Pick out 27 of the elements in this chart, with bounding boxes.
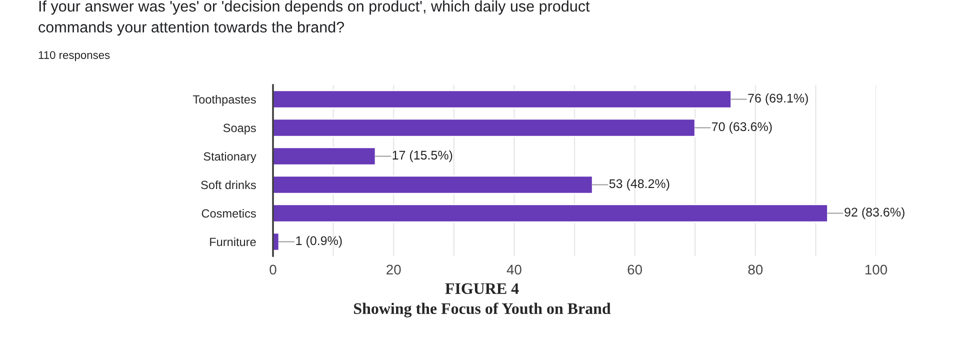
text: 110 responses xyxy=(38,51,110,62)
x-tick-label: 60 xyxy=(628,264,642,275)
chart-title: If your answer was 'yes' or 'decision depends on product', which daily use product commands your attention towards the brand? xyxy=(38,0,590,36)
y-tick-label: Soaps xyxy=(223,124,256,134)
caption: FIGURE 4 xyxy=(445,283,519,294)
x-tick-label: 20 xyxy=(386,264,401,275)
y-tick-label: Toothpastes xyxy=(192,94,256,106)
y-tick-label: Soft drinks xyxy=(201,180,256,190)
bar xyxy=(273,90,732,109)
text: Showing the Focus of Youth on Brand xyxy=(354,302,611,318)
data-label: 53 (48.2%) xyxy=(609,178,670,191)
x-tick-label: 80 xyxy=(748,264,763,275)
y-tick-label: Cosmetics xyxy=(202,208,256,218)
y-tick-label: Stationary xyxy=(204,152,256,163)
x-tick-label: 0 xyxy=(270,264,276,275)
x-tick-label: 100 xyxy=(865,264,888,275)
data-label: 1 (0.9%) xyxy=(296,236,342,248)
data-label: 76 (69.1%) xyxy=(748,93,808,106)
bar xyxy=(273,204,828,223)
bar xyxy=(273,175,594,194)
bar xyxy=(273,118,696,138)
data-label: 92 (83.6%) xyxy=(844,207,904,220)
y-tick-label: Furniture xyxy=(210,237,256,246)
x-tick-label: 40 xyxy=(506,264,522,275)
data-label: 17 (15.5%) xyxy=(392,150,452,162)
data-label: 70 (63.6%) xyxy=(712,122,772,134)
bar xyxy=(273,146,376,166)
